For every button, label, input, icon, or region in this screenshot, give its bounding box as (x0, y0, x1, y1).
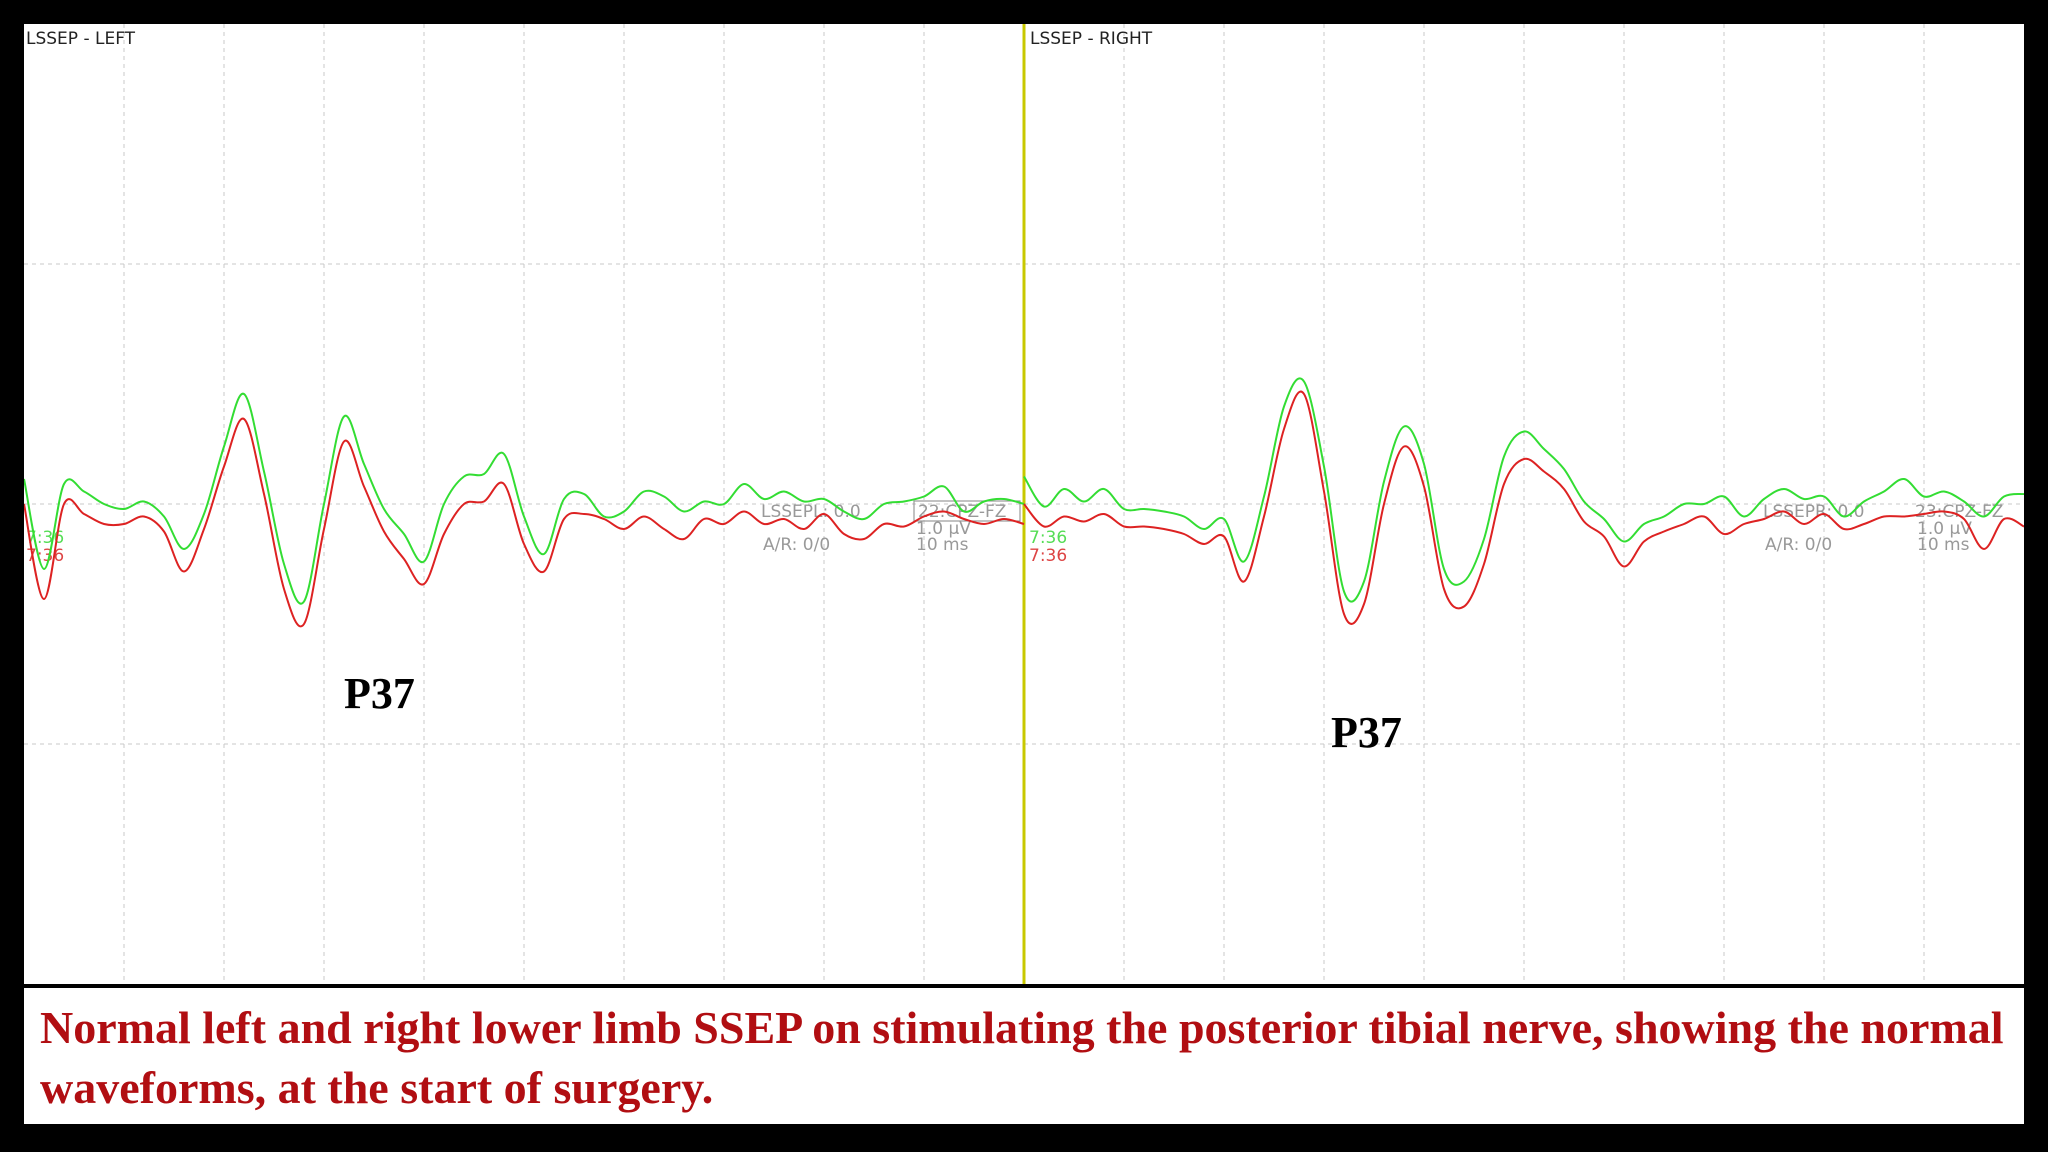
timebase-label-right: 10 ms (1917, 535, 1970, 555)
trace-green-right (1023, 377, 2024, 603)
trace-red-left (24, 417, 1025, 628)
trace-red-right (1023, 390, 2024, 625)
figure-caption: Normal left and right lower limb SSEP on… (24, 988, 2024, 1124)
caption-text: Normal left and right lower limb SSEP on… (40, 1002, 2004, 1113)
time-label-green-right: 7:36 (1029, 528, 1067, 548)
time-label-red-right: 7:36 (1029, 546, 1067, 566)
panel-title-right: LSSEP - RIGHT (1030, 29, 1153, 49)
traces (24, 377, 2024, 628)
sensitivity-label-right: 1.0 µV (1917, 519, 1972, 539)
ar-label-left: A/R: 0/0 (763, 535, 830, 555)
ssep-chart: LSSEP - LEFT 7:36 7:36 LSSEPL: 0.0 A/R: … (24, 24, 2024, 984)
peak-label-right: P37 (1331, 708, 1402, 757)
trace-green-left (24, 392, 1025, 605)
peak-label-left: P37 (344, 669, 415, 718)
montage-label-left: 22:CPZ-FZ (918, 502, 1006, 522)
ssep-plot-area: LSSEP - LEFT 7:36 7:36 LSSEPL: 0.0 A/R: … (24, 24, 2024, 984)
stim-label-right: LSSEPR: 0.0 (1763, 502, 1865, 522)
panel-title-left: LSSEP - LEFT (26, 29, 136, 49)
ar-label-right: A/R: 0/0 (1765, 535, 1832, 555)
timebase-label-left: 10 ms (916, 535, 969, 555)
sensitivity-label-left: 1.0 µV (916, 519, 971, 539)
